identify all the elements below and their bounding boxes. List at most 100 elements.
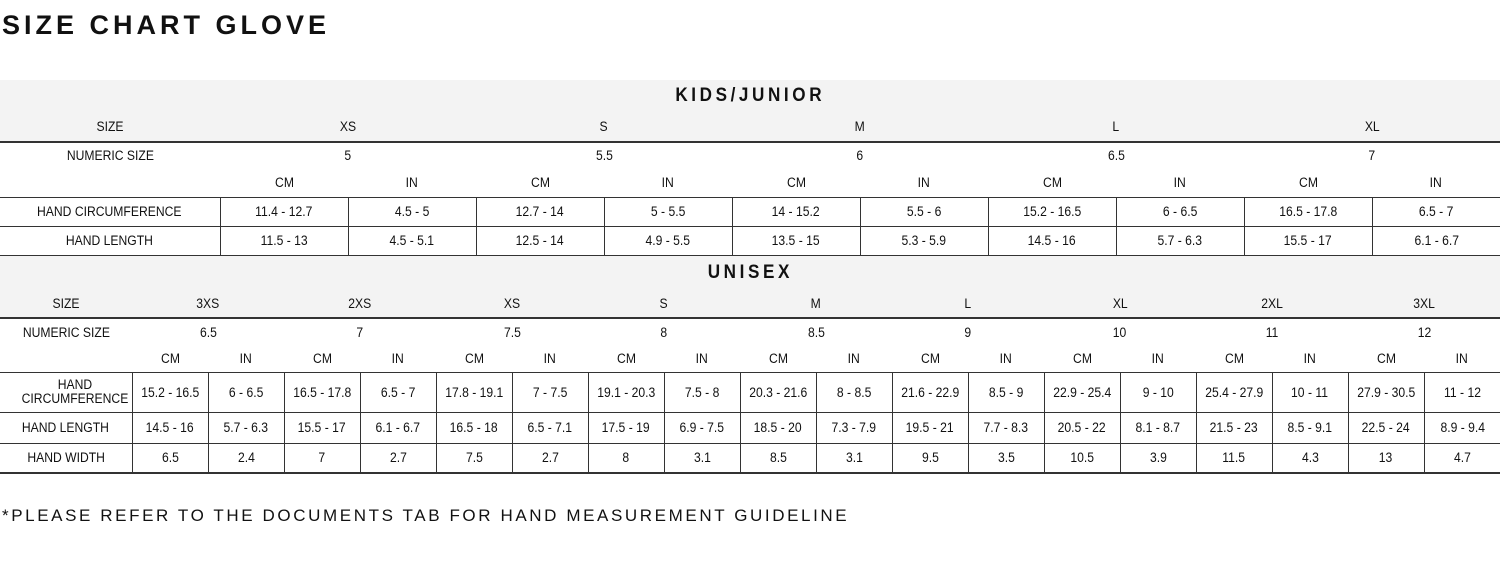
value-cell: 8.5 - 9 [967,371,1044,412]
numeric-size: 11 [1196,317,1348,345]
cell-text: 6.1 - 6.7 [1414,233,1459,249]
cell-text: CM [312,350,332,366]
value-cell: 2.4 [207,442,284,474]
unit-in: IN [512,345,588,372]
value-cell: 2.7 [359,442,436,474]
value-cell: 13 [1347,442,1424,474]
cell-text: IN [1151,350,1165,366]
value-cell: 3.1 [815,442,892,474]
cell-text: 3XL [1413,296,1435,311]
cell-text: L [1112,119,1120,134]
value-cell: 15.5 - 17 [283,411,360,443]
value-cell: 5.5 - 6 [859,196,988,226]
size-header: XL [1044,290,1196,318]
value-cell: 7.3 - 7.9 [815,411,892,443]
value-cell: 14.5 - 16 [987,225,1116,257]
cell-text: 4.3 [1301,450,1319,466]
value-cell: 7.5 - 8 [663,371,740,412]
numeric-size: 6.5 [988,141,1244,168]
cell-text: 4.5 - 5 [394,204,430,219]
value-cell: 21.5 - 23 [1195,411,1272,443]
value-cell: 22.9 - 25.4 [1043,371,1120,412]
cell-text: 6 - 6.5 [228,384,264,400]
value-cell: 19.5 - 21 [891,411,968,443]
value-cell: 4.9 - 5.5 [603,225,732,257]
numeric-size: 5.5 [476,141,732,168]
empty-cell [0,345,132,372]
cell-text: CM [1042,174,1062,190]
value-cell: 4.5 - 5.1 [347,225,476,257]
cell-text: 3.9 [1149,450,1167,466]
cell-text: M [854,119,866,134]
cell-text: CM [160,350,180,366]
cell-text: XL [1364,119,1380,134]
value-cell: 4.3 [1271,442,1348,474]
value-cell: 6 - 6.5 [1115,196,1244,226]
value-cell: 11 - 12 [1423,371,1500,412]
value-cell: 7 [283,442,360,474]
size-header: 3XL [1348,290,1500,318]
cell-text: 2XS [348,296,372,311]
size-header: XL [1244,112,1500,142]
value-cell: 27.9 - 30.5 [1347,371,1424,412]
numeric-size: 8 [588,317,740,345]
cell-text: 2XL [1261,296,1283,311]
value-cell: 8 - 8.5 [815,371,892,412]
cell-text: 21.6 - 22.9 [900,384,960,400]
cell-text: 11.5 [1222,450,1246,466]
unit-in: IN [664,345,740,372]
value-cell: 16.5 - 18 [435,411,512,443]
value-cell: 20.3 - 21.6 [739,371,816,412]
value-cell: 4.7 [1423,442,1500,474]
value-cell: 16.5 - 17.8 [1243,196,1372,226]
cell-text: 8 [622,450,630,466]
cell-text: 20.5 - 22 [1058,420,1106,435]
cell-text: HAND CIRCUMFERENCE [21,377,129,406]
unit-row: CM IN CM IN CM IN CM IN CM IN CM IN CM IN CM IN CM IN [0,345,1500,372]
unit-in: IN [208,345,284,372]
cell-text: SIZE [96,119,124,134]
cell-text: 17.5 - 19 [602,420,650,435]
cell-text: NUMERIC SIZE [22,324,110,340]
cell-text: 3XS [196,296,220,311]
unit-in: IN [968,345,1044,372]
cell-text: 20.3 - 21.6 [748,384,808,400]
value-cell: 14.5 - 16 [131,411,208,443]
value-cell: 7.7 - 8.3 [967,411,1044,443]
cell-text: 9.5 [921,450,939,466]
size-header: S [476,112,732,142]
row-label: HAND CIRCUMFERENCE [0,196,220,226]
cell-text: 27.9 - 30.5 [1356,384,1416,400]
cell-text: 21.5 - 23 [1210,420,1258,435]
unit-cm: CM [1196,345,1272,372]
cell-text: 3.1 [693,450,711,466]
cell-text: 11.5 - 13 [260,233,308,249]
cell-text: S [599,119,609,134]
cell-text: 4.7 [1453,450,1471,466]
numeric-size: 6 [732,141,988,168]
value-cell: 7 - 7.5 [511,371,588,412]
unit-in: IN [1116,168,1244,197]
value-cell: 7.5 [435,442,512,474]
size-row: SIZE XS S M L XL [0,112,1500,142]
cell-text: IN [999,350,1013,366]
value-cell: 2.7 [511,442,588,474]
value-cell: 8.5 [739,442,816,474]
cell-text: 5 - 5.5 [650,204,686,219]
size-header: XS [220,112,476,142]
table-row: HAND WIDTH 6.5 2.4 7 2.7 7.5 2.7 8 3.1 8.5 3.1 9.5 3… [0,442,1500,474]
cell-text: CM [616,350,636,366]
value-cell: 17.5 - 19 [587,411,664,443]
cell-text: CM [1224,350,1244,366]
value-cell: 17.8 - 19.1 [435,371,512,412]
value-cell: 11.4 - 12.7 [219,196,348,226]
cell-text: IN [1455,350,1469,366]
unit-in: IN [816,345,892,372]
value-cell: 10.5 [1043,442,1120,474]
cell-text: 12.5 - 14 [516,233,564,249]
cell-text: 7 [356,324,364,340]
value-cell: 25.4 - 27.9 [1195,371,1272,412]
cell-text: 19.5 - 21 [906,420,954,435]
cell-text: 6 [856,148,864,163]
cell-text: 11 [1265,324,1279,340]
